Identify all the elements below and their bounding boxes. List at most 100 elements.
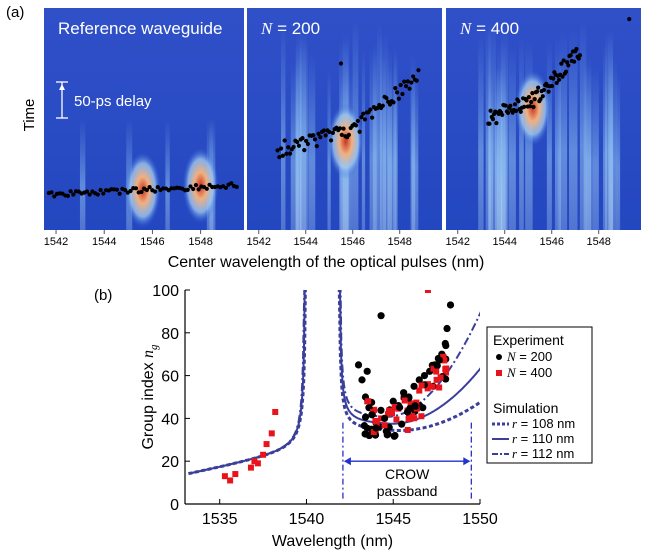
data-point xyxy=(204,186,209,191)
data-point xyxy=(339,132,344,137)
data-point xyxy=(546,89,551,94)
experiment-point-n400 xyxy=(443,365,450,372)
x-tick-label: 1544 xyxy=(92,236,116,248)
heatmap-peak xyxy=(327,103,364,180)
legend-text: = 400 xyxy=(516,365,553,380)
data-point xyxy=(559,61,564,66)
experiment-point-n200 xyxy=(384,430,392,438)
heatmap-streak xyxy=(495,65,503,230)
heatmap-streak xyxy=(554,37,559,230)
data-point xyxy=(380,103,385,108)
title-value: = 400 xyxy=(471,19,519,38)
legend-var: r xyxy=(512,431,518,446)
data-point xyxy=(516,99,521,104)
data-point xyxy=(384,95,389,101)
heatmap-streak xyxy=(165,118,170,230)
x-tick-label: 1542 xyxy=(247,236,271,248)
group-index-plot: 0 20 40 60 80 100 1535 1540 1545 1550 Wavelength (… xyxy=(140,283,498,550)
experiment-point-n200 xyxy=(443,324,451,333)
data-point xyxy=(526,95,531,100)
data-point xyxy=(538,97,543,102)
experiment-point-n200 xyxy=(377,312,385,320)
experiment-point-n200 xyxy=(368,411,376,419)
legend-var: r xyxy=(512,416,518,431)
data-point xyxy=(316,131,321,136)
heatmap-streak xyxy=(478,34,484,230)
data-point xyxy=(396,96,401,101)
data-point xyxy=(576,56,581,61)
data-point xyxy=(627,17,632,22)
experiment-point-n200 xyxy=(442,341,450,350)
legend-item-label: N = 400 xyxy=(506,365,552,380)
y-tick-label: 0 xyxy=(170,497,179,514)
data-point xyxy=(234,184,239,189)
experiment-point-n200 xyxy=(377,406,385,414)
data-point xyxy=(303,138,309,144)
data-point xyxy=(540,94,545,99)
x-tick-label: 1546 xyxy=(340,236,364,248)
experiment-point-n200 xyxy=(410,382,418,390)
legend-var: N xyxy=(506,365,517,380)
heatmap-streak xyxy=(500,74,507,230)
data-point xyxy=(505,110,511,115)
experiment-point-n400 xyxy=(232,471,239,478)
data-point xyxy=(490,117,496,122)
panel-a-ylabel: Time xyxy=(21,99,38,132)
experiment-point-n400 xyxy=(263,441,270,448)
data-point xyxy=(279,146,284,151)
data-point xyxy=(556,77,562,82)
data-point xyxy=(295,139,300,145)
experiment-point-n200 xyxy=(398,420,406,428)
panel-a-xlabel: Center wavelength of the optical pulses … xyxy=(168,254,485,271)
data-point xyxy=(188,184,193,189)
y-tick-label: 60 xyxy=(161,369,179,386)
legend-var: r xyxy=(512,446,518,461)
experiment-point-n400 xyxy=(391,403,398,410)
data-point xyxy=(532,97,537,102)
x-tick-label: 1548 xyxy=(387,236,411,248)
data-point xyxy=(518,109,523,114)
legend-text: = 108 nm xyxy=(517,416,575,431)
data-point xyxy=(391,100,396,105)
data-point xyxy=(541,87,547,93)
experiment-point-n400 xyxy=(411,415,418,422)
heatmap-streak xyxy=(308,53,316,230)
x-tick-label: 1545 xyxy=(375,511,411,528)
experiment-point-n200 xyxy=(361,430,369,438)
experiment-point-n400 xyxy=(221,473,228,480)
data-point xyxy=(341,126,346,131)
data-point xyxy=(122,187,128,193)
data-point xyxy=(530,91,535,96)
data-point xyxy=(402,79,407,84)
experiment-point-n400 xyxy=(443,369,450,376)
delay-label: 50-ps delay xyxy=(74,93,152,110)
panel-a-label: (a) xyxy=(6,4,24,21)
y-tick-label: 80 xyxy=(161,326,179,343)
plot-area xyxy=(188,290,480,484)
data-point xyxy=(574,46,579,52)
title-variable: N xyxy=(260,19,274,38)
experiment-point-n400 xyxy=(254,460,261,467)
delay-annotation: 50-ps delay xyxy=(56,81,152,119)
x-tick-label: 1546 xyxy=(140,236,164,248)
data-point xyxy=(494,120,499,126)
heatmap-streak xyxy=(410,54,416,231)
data-point xyxy=(405,79,410,84)
x-tick-label: 1550 xyxy=(462,511,498,528)
data-point xyxy=(101,191,106,196)
data-point xyxy=(400,91,405,97)
x-tick-label: 1544 xyxy=(492,236,516,248)
panel-b-label: (b) xyxy=(94,287,112,304)
data-point xyxy=(330,130,335,135)
experiment-point-n400 xyxy=(365,398,372,405)
data-point xyxy=(337,126,343,131)
experiment-point-n200 xyxy=(361,413,370,421)
experiment-point-n200 xyxy=(358,376,366,384)
title-variable: N xyxy=(459,19,473,38)
data-point xyxy=(554,80,559,86)
data-point xyxy=(277,155,282,160)
heatmap-streak xyxy=(79,118,86,230)
heatmap-streak xyxy=(559,32,568,230)
data-point xyxy=(327,129,332,135)
experiment-point-n400 xyxy=(386,407,393,414)
